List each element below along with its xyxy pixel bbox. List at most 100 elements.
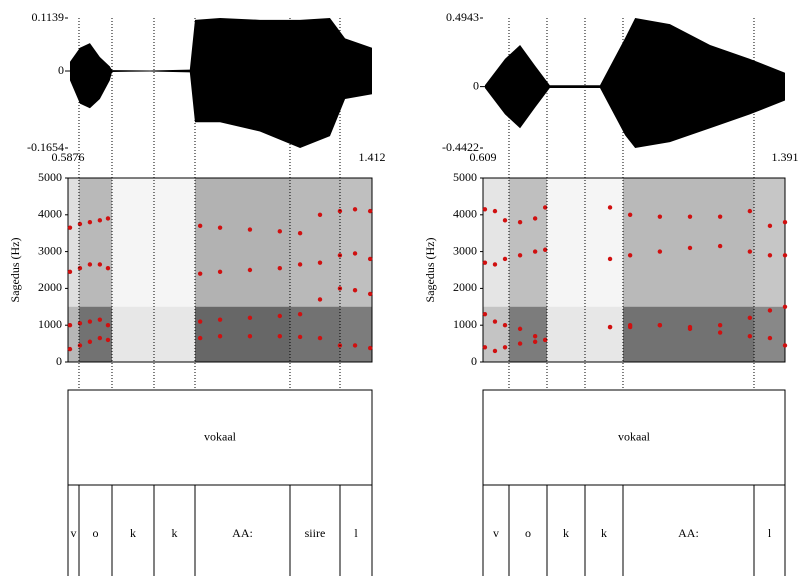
- segment-label: k: [130, 526, 136, 540]
- formant-point: [352, 207, 358, 212]
- spectrogram-frame: [482, 177, 786, 363]
- spec-tick-label: 3000: [38, 243, 62, 257]
- formant-point: [67, 346, 73, 352]
- spectrogram-low-band: [289, 306, 340, 362]
- spectrogram-low-band: [622, 306, 754, 362]
- formant-point: [492, 319, 498, 324]
- formant-point: [105, 216, 111, 221]
- formant-point: [502, 256, 508, 262]
- spectrogram-low-band: [194, 306, 290, 362]
- wave-tick-label: -0.4422: [442, 140, 479, 154]
- segment-label: siire: [305, 526, 326, 540]
- formant-point: [627, 212, 633, 217]
- segment-label: l: [354, 526, 358, 540]
- formant-point: [77, 321, 83, 326]
- formant-point: [747, 249, 753, 254]
- spectrogram-shade: [546, 178, 585, 362]
- formant-point: [782, 343, 788, 348]
- spec-tick-label: 5000: [38, 170, 62, 184]
- spectrogram-shade: [483, 178, 509, 362]
- formant-point: [767, 335, 773, 341]
- formant-point: [542, 337, 548, 343]
- formant-point: [782, 304, 788, 309]
- formant-point: [502, 345, 508, 350]
- spectrogram-shade: [753, 178, 785, 362]
- formant-point: [352, 343, 358, 348]
- formant-point: [532, 334, 538, 339]
- time-start: 0.5876: [52, 150, 85, 164]
- segment-label: AA:: [678, 526, 699, 540]
- spectrogram-shade: [68, 178, 79, 362]
- formant-point: [717, 330, 723, 335]
- formant-point: [367, 256, 373, 262]
- formant-point: [277, 265, 283, 271]
- segment-label: v: [70, 526, 76, 540]
- formant-point: [627, 323, 633, 328]
- tier-box: [482, 389, 786, 486]
- formant-point: [542, 205, 548, 210]
- tier-box: [67, 389, 373, 486]
- formant-point: [492, 262, 498, 267]
- tier-label: vokaal: [204, 429, 237, 443]
- formant-point: [297, 231, 303, 236]
- spectrogram-shade: [78, 178, 112, 362]
- formant-point: [317, 335, 323, 341]
- formant-point: [492, 348, 498, 354]
- formant-point: [717, 323, 723, 328]
- formant-point: [197, 319, 203, 324]
- formant-point: [67, 225, 73, 230]
- segment-label: k: [601, 526, 607, 540]
- formant-point: [687, 326, 693, 332]
- formant-point: [352, 251, 358, 256]
- segment-label: k: [171, 526, 177, 540]
- formant-point: [77, 221, 83, 227]
- formant-point: [517, 341, 523, 346]
- spectrogram-low-band: [78, 306, 112, 362]
- spectrogram-low-band: [68, 306, 79, 362]
- formant-point: [247, 227, 253, 232]
- formant-point: [105, 265, 111, 271]
- formant-point: [67, 323, 73, 328]
- segment-label: AA:: [232, 526, 253, 540]
- formant-point: [782, 219, 788, 225]
- formant-point: [782, 253, 788, 258]
- formant-point: [482, 260, 488, 265]
- formant-point: [532, 249, 538, 254]
- spec-tick-label: 2000: [453, 280, 477, 294]
- formant-point: [97, 218, 103, 223]
- formant-point: [687, 245, 693, 251]
- formant-point: [97, 262, 103, 267]
- formant-point: [607, 205, 613, 210]
- waveform-upper: [484, 18, 785, 87]
- formant-point: [717, 243, 723, 249]
- waveform-upper: [69, 18, 372, 72]
- formant-point: [352, 288, 358, 293]
- formant-point: [717, 214, 723, 219]
- formant-point: [657, 323, 663, 328]
- formant-point: [532, 339, 538, 344]
- formant-point: [482, 345, 488, 350]
- spec-tick-label: 4000: [453, 207, 477, 221]
- formant-point: [767, 253, 773, 258]
- formant-point: [747, 334, 753, 339]
- waveform-lower: [69, 71, 372, 148]
- time-end: 1.412: [359, 150, 386, 164]
- formant-point: [517, 326, 523, 332]
- formant-point: [105, 323, 111, 328]
- spectrogram-shade: [153, 178, 195, 362]
- wave-tick-label: 0.1139: [31, 10, 64, 24]
- formant-point: [747, 208, 753, 214]
- formant-point: [277, 229, 283, 234]
- spectrogram-low-band: [584, 306, 623, 362]
- formant-point: [317, 260, 323, 265]
- formant-point: [482, 207, 488, 212]
- spectrogram-shade: [584, 178, 623, 362]
- spectrogram-low-band: [339, 306, 372, 362]
- spectrogram-shade: [289, 178, 340, 362]
- formant-point: [482, 311, 488, 317]
- formant-point: [87, 219, 93, 225]
- formant-point: [105, 337, 111, 343]
- formant-point: [217, 317, 223, 322]
- formant-point: [367, 208, 373, 214]
